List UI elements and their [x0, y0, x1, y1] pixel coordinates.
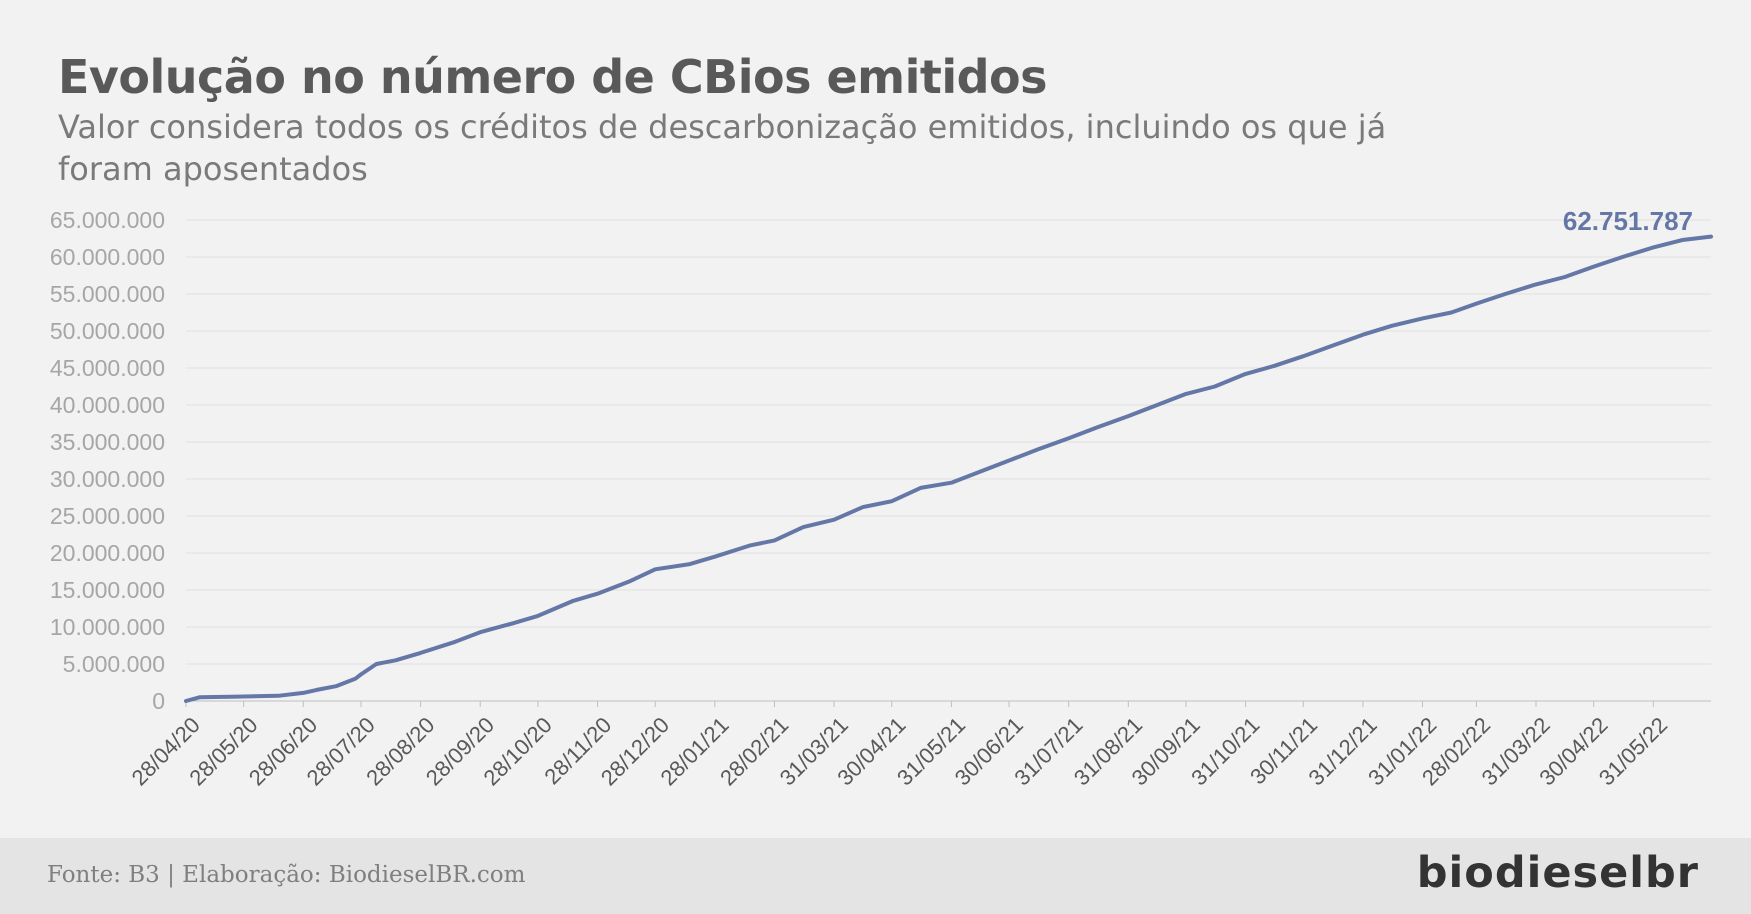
- y-tick-label: 60.000.000: [50, 244, 165, 270]
- chart-subtitle: Valor considera todos os créditos de des…: [58, 108, 1387, 188]
- y-tick-label: 25.000.000: [50, 503, 165, 529]
- y-tick-label: 30.000.000: [50, 466, 165, 492]
- y-axis-ticks: 0 5.000.000 10.000.000 15.000.000 20.000.000…: [50, 207, 165, 714]
- footer-bar: Fonte: B3 | Elaboração: BiodieselBR.com …: [0, 838, 1751, 914]
- brand-logo: biodieselbr: [1416, 848, 1699, 898]
- series-line: [184, 234, 1713, 703]
- y-tick-label: 20.000.000: [50, 540, 165, 566]
- y-tick-label: 15.000.000: [50, 577, 165, 603]
- y-tick-label: 10.000.000: [50, 614, 165, 640]
- y-tick-label: 0: [152, 688, 165, 714]
- y-tick-label: 50.000.000: [50, 318, 165, 344]
- y-tick-label: 45.000.000: [50, 355, 165, 381]
- line-chart: 0 5.000.000 10.000.000 15.000.000 20.000.000…: [50, 206, 1713, 790]
- y-tick-label: 5.000.000: [63, 651, 165, 677]
- y-tick-label: 65.000.000: [50, 207, 165, 233]
- x-axis-ticks: 28/04/2028/05/2028/06/2028/07/2028/08/20…: [127, 701, 1672, 790]
- source-note: Fonte: B3 | Elaboração: BiodieselBR.com: [47, 862, 526, 888]
- chart-title: Evolução no número de CBios emitidos: [58, 50, 1048, 104]
- gridlines: [186, 219, 1711, 702]
- y-tick-label: 55.000.000: [50, 281, 165, 307]
- y-tick-label: 35.000.000: [50, 429, 165, 455]
- end-value-label: 62.751.787: [1563, 206, 1693, 236]
- y-tick-label: 40.000.000: [50, 392, 165, 418]
